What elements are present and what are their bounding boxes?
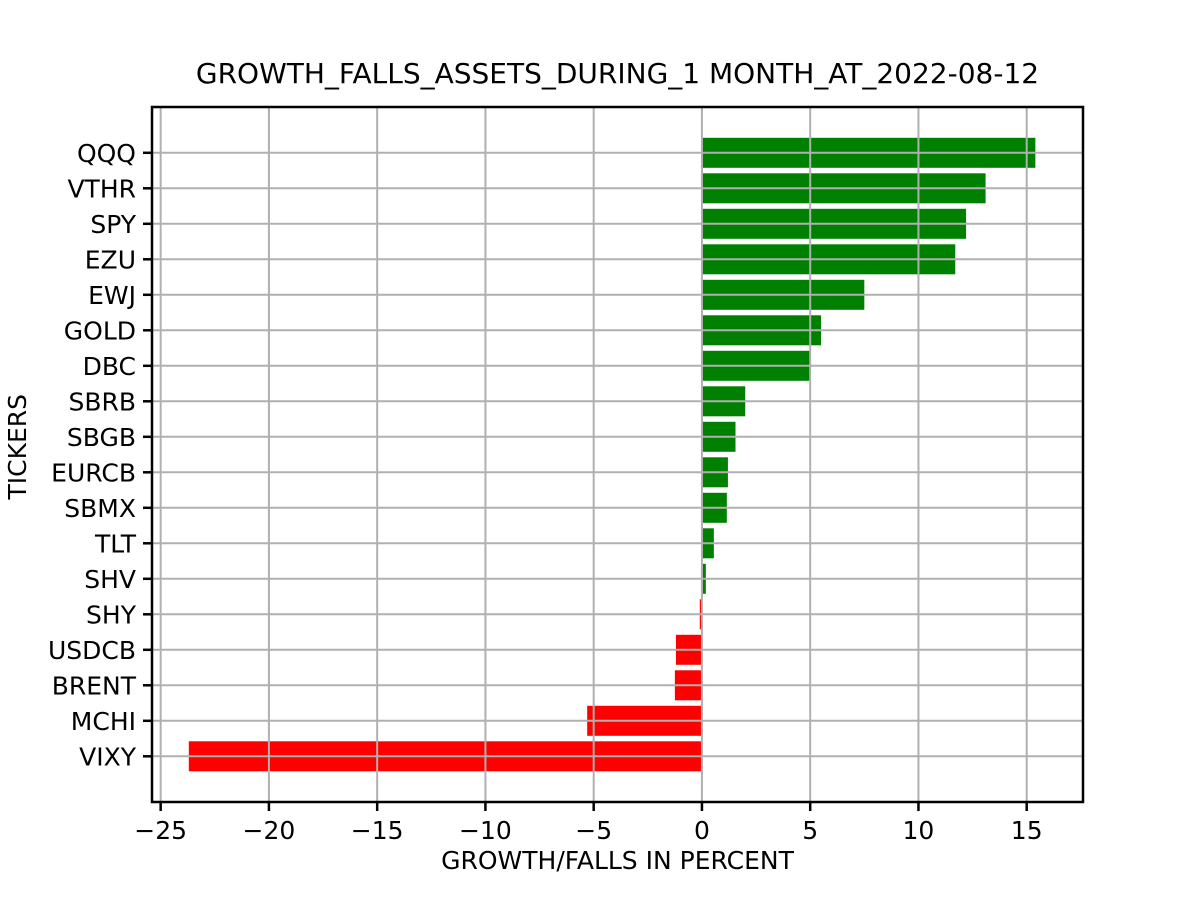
y-tick-label: EURCB	[51, 458, 136, 487]
y-tick-label: EWJ	[88, 281, 136, 310]
y-tick-label: VTHR	[67, 174, 136, 203]
x-tick-label: 15	[1011, 816, 1043, 845]
axes-spines	[150, 105, 1085, 804]
tick-marks-group	[143, 151, 1028, 811]
y-tick-label: SBGB	[67, 423, 136, 452]
y-tick-label: SPY	[90, 210, 136, 239]
y-tick-label: DBC	[83, 352, 136, 381]
grid-group	[152, 107, 1083, 802]
x-tick-label: −10	[459, 816, 512, 845]
x-tick-label: −20	[243, 816, 296, 845]
x-tick-label: −15	[351, 816, 404, 845]
y-tick-label: SHV	[84, 565, 136, 594]
x-tick-label: −5	[575, 816, 612, 845]
x-tick-label: −25	[134, 816, 187, 845]
y-tick-label: EZU	[85, 245, 136, 274]
y-tick-label: USDCB	[48, 636, 136, 665]
y-tick-label: SBMX	[64, 494, 136, 523]
x-tick-label: 10	[903, 816, 935, 845]
tick-labels-group: −25 −20 −15 −10 −5 0 5 10 15 QQQ VTHR SPY EZU EWJ GOLD…	[48, 139, 1043, 845]
x-tick-label: 5	[802, 816, 818, 845]
y-tick-label: GOLD	[64, 316, 136, 345]
y-tick-label: SHY	[86, 600, 137, 629]
x-tick-label: 0	[694, 816, 710, 845]
y-axis-title: TICKERS	[3, 394, 32, 500]
y-tick-label: TLT	[94, 529, 137, 558]
chart-title: GROWTH_FALLS_ASSETS_DURING_1 MONTH_AT_20…	[195, 57, 1040, 90]
x-axis-title: GROWTH/FALLS IN PERCENT	[441, 846, 794, 875]
y-tick-label: SBRB	[68, 387, 136, 416]
y-tick-label: MCHI	[71, 707, 136, 736]
y-tick-label: QQQ	[77, 139, 136, 168]
y-tick-label: VIXY	[79, 742, 137, 771]
y-tick-label: BRENT	[52, 671, 137, 700]
